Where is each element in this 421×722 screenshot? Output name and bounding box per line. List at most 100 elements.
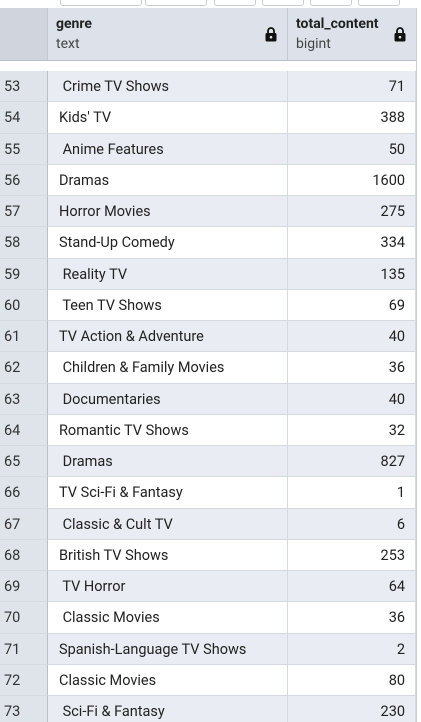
cell-total-content[interactable]: 50 xyxy=(288,133,416,165)
table-row: 58 Stand-Up Comedy 334 xyxy=(0,227,416,259)
toolbar xyxy=(0,0,421,8)
cell-total-content[interactable]: 80 xyxy=(288,664,416,696)
cell-genre[interactable]: Sci-Fi & Fantasy xyxy=(48,696,288,722)
row-number: 57 xyxy=(0,196,48,228)
table-row: 54 Kids' TV 388 xyxy=(0,102,416,134)
toolbar-button[interactable] xyxy=(60,0,142,6)
cell-genre[interactable]: Teen TV Shows xyxy=(48,289,288,321)
cell-genre[interactable]: Spanish-Language TV Shows xyxy=(48,633,288,665)
cell-genre[interactable]: Children & Family Movies xyxy=(48,352,288,384)
cell-total-content[interactable]: 1600 xyxy=(288,164,416,196)
table-row: 71 Spanish-Language TV Shows 2 xyxy=(0,633,416,665)
data-grid: genre text total_content bigint 53 Crime… xyxy=(0,8,417,722)
row-number: 63 xyxy=(0,383,48,415)
cell-genre[interactable]: Classic Movies xyxy=(48,602,288,634)
cell-total-content[interactable]: 827 xyxy=(288,446,416,478)
row-number: 71 xyxy=(0,633,48,665)
cell-genre[interactable]: Dramas xyxy=(48,164,288,196)
row-number: 54 xyxy=(0,102,48,134)
cell-genre[interactable]: Horror Movies xyxy=(48,196,288,228)
cell-total-content[interactable]: 71 xyxy=(288,71,416,103)
cell-total-content[interactable]: 40 xyxy=(288,321,416,353)
toolbar-button[interactable] xyxy=(145,0,207,6)
column-name: total_content xyxy=(296,16,379,32)
cell-genre[interactable]: Romantic TV Shows xyxy=(48,414,288,446)
cell-genre[interactable]: Reality TV xyxy=(48,258,288,290)
row-number: 60 xyxy=(0,289,48,321)
cell-genre[interactable]: Classic Movies xyxy=(48,664,288,696)
lock-icon xyxy=(394,27,406,42)
row-number-header xyxy=(0,8,48,60)
table-row: 64 Romantic TV Shows 32 xyxy=(0,414,416,446)
row-number: 73 xyxy=(0,696,48,722)
table-row: 60 Teen TV Shows 69 xyxy=(0,289,416,321)
row-number: 70 xyxy=(0,602,48,634)
table-row: 65 Dramas 827 xyxy=(0,446,416,478)
column-header[interactable]: genre text xyxy=(48,8,288,60)
toolbar-button[interactable] xyxy=(214,0,256,6)
lock-icon xyxy=(265,27,277,42)
column-type: bigint xyxy=(296,36,331,52)
toolbar-button[interactable] xyxy=(310,0,352,6)
cell-genre[interactable]: Anime Features xyxy=(48,133,288,165)
table-row: 73 Sci-Fi & Fantasy 230 xyxy=(0,696,416,722)
row-number: 53 xyxy=(0,71,48,103)
table-row: 67 Classic & Cult TV 6 xyxy=(0,508,416,540)
table-row: 55 Anime Features 50 xyxy=(0,133,416,165)
cell-genre[interactable]: Crime TV Shows xyxy=(48,71,288,103)
cell-genre[interactable]: Classic & Cult TV xyxy=(48,508,288,540)
table-row: 56 Dramas 1600 xyxy=(0,164,416,196)
table-row: 66 TV Sci-Fi & Fantasy 1 xyxy=(0,477,416,509)
cell-total-content[interactable]: 32 xyxy=(288,414,416,446)
cell-genre[interactable]: TV Action & Adventure xyxy=(48,321,288,353)
cell-total-content[interactable]: 275 xyxy=(288,196,416,228)
row-number: 62 xyxy=(0,352,48,384)
table-row: 53 Crime TV Shows 71 xyxy=(0,71,416,103)
cell-genre[interactable]: British TV Shows xyxy=(48,539,288,571)
row-number: 72 xyxy=(0,664,48,696)
toolbar-button[interactable] xyxy=(358,0,400,6)
cell-total-content[interactable]: 230 xyxy=(288,696,416,722)
cell-total-content[interactable]: 2 xyxy=(288,633,416,665)
grid-header: genre text total_content bigint xyxy=(0,8,416,61)
cell-genre[interactable]: Kids' TV xyxy=(48,102,288,134)
cell-total-content[interactable]: 334 xyxy=(288,227,416,259)
column-header[interactable]: total_content bigint xyxy=(288,8,416,60)
cell-total-content[interactable]: 69 xyxy=(288,289,416,321)
cell-total-content[interactable]: 6 xyxy=(288,508,416,540)
cell-total-content[interactable]: 40 xyxy=(288,383,416,415)
cell-genre[interactable]: Documentaries xyxy=(48,383,288,415)
table-row: 57 Horror Movies 275 xyxy=(0,196,416,228)
table-row: 69 TV Horror 64 xyxy=(0,571,416,603)
cell-genre[interactable]: Stand-Up Comedy xyxy=(48,227,288,259)
cell-genre[interactable]: Dramas xyxy=(48,446,288,478)
row-number: 66 xyxy=(0,477,48,509)
column-type: text xyxy=(56,36,80,52)
row-number: 64 xyxy=(0,414,48,446)
cell-total-content[interactable]: 388 xyxy=(288,102,416,134)
cell-genre[interactable]: TV Sci-Fi & Fantasy xyxy=(48,477,288,509)
row-number: 59 xyxy=(0,258,48,290)
row-number: 65 xyxy=(0,446,48,478)
cell-total-content[interactable]: 64 xyxy=(288,571,416,603)
row-number: 58 xyxy=(0,227,48,259)
cell-genre[interactable]: TV Horror xyxy=(48,571,288,603)
table-row: 72 Classic Movies 80 xyxy=(0,664,416,696)
row-number: 67 xyxy=(0,508,48,540)
row-number: 61 xyxy=(0,321,48,353)
column-name: genre xyxy=(56,16,92,32)
row-number: 55 xyxy=(0,133,48,165)
table-row: 63 Documentaries 40 xyxy=(0,383,416,415)
table-row: 68 British TV Shows 253 xyxy=(0,539,416,571)
row-number: 68 xyxy=(0,539,48,571)
toolbar-button[interactable] xyxy=(262,0,304,6)
table-row: 59 Reality TV 135 xyxy=(0,258,416,290)
table-row: 61 TV Action & Adventure 40 xyxy=(0,321,416,353)
cell-total-content[interactable]: 253 xyxy=(288,539,416,571)
cell-total-content[interactable]: 1 xyxy=(288,477,416,509)
cell-total-content[interactable]: 135 xyxy=(288,258,416,290)
table-row: 62 Children & Family Movies 36 xyxy=(0,352,416,384)
cell-total-content[interactable]: 36 xyxy=(288,352,416,384)
cell-total-content[interactable]: 36 xyxy=(288,602,416,634)
